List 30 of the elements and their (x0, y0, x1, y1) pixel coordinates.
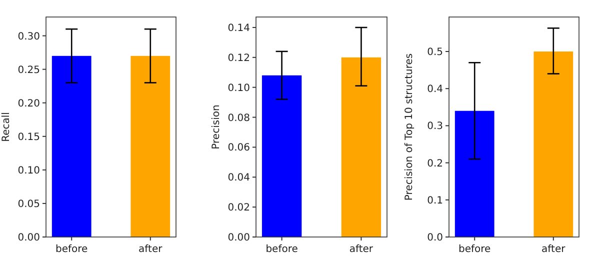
y-tick-label: 0.00 (228, 232, 250, 244)
x-tick-label: before (56, 244, 88, 255)
x-tick-label: before (266, 244, 298, 255)
y-tick-label: 0.14 (228, 22, 250, 34)
y-tick-label: 0.4 (427, 84, 443, 96)
y-axis-title: Precision (211, 104, 222, 150)
y-tick-label: 0.00 (18, 232, 40, 244)
y-tick-label: 0.06 (228, 142, 250, 154)
y-tick-label: 0.30 (18, 31, 40, 42)
y-tick-label: 0.04 (228, 172, 250, 184)
y-tick-label: 0.15 (18, 132, 40, 143)
y-tick-label: 0.0 (427, 232, 443, 244)
y-tick-label: 0.10 (228, 82, 250, 94)
x-tick-label: after (542, 244, 566, 255)
y-axis-title: Recall (1, 112, 12, 142)
y-tick-label: 0.12 (228, 52, 250, 64)
y-tick-label: 0.05 (18, 198, 40, 210)
y-tick-label: 0.3 (427, 121, 443, 132)
y-tick-label: 0.02 (228, 202, 250, 214)
y-tick-label: 0.25 (18, 64, 40, 76)
y-tick-label: 0.20 (18, 98, 40, 110)
y-tick-label: 0.10 (18, 165, 40, 176)
y-tick-label: 0.5 (427, 47, 443, 58)
y-axis-title: Precision of Top 10 structures (404, 53, 415, 201)
y-tick-label: 0.2 (427, 158, 443, 170)
y-tick-label: 0.1 (427, 195, 443, 206)
x-tick-label: after (138, 244, 164, 255)
y-tick-label: 0.08 (228, 112, 250, 124)
x-tick-label: before (458, 244, 491, 255)
x-tick-label: after (349, 244, 374, 255)
